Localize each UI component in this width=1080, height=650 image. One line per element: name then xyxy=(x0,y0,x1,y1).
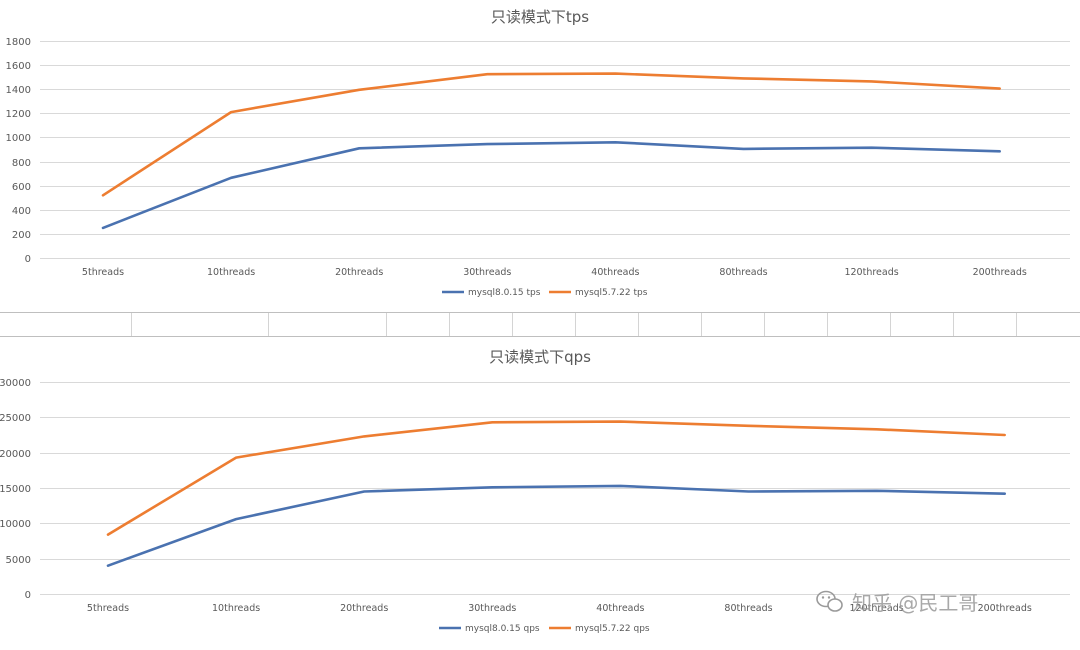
x-tick-label: 120threads xyxy=(849,603,903,614)
y-tick-label: 1800 xyxy=(6,37,31,48)
y-tick-label: 25000 xyxy=(0,413,31,424)
x-tick-label: 80threads xyxy=(724,603,772,614)
x-tick-label: 200threads xyxy=(973,267,1027,278)
series-line-mysql8 xyxy=(101,141,1002,230)
x-tick-label: 20threads xyxy=(340,603,388,614)
series-line-mysql57 xyxy=(101,72,1002,197)
series-line-mysql8 xyxy=(106,484,1007,568)
y-tick-label: 5000 xyxy=(6,555,31,566)
legend-label: mysql8.0.15 qps xyxy=(465,624,540,634)
legend-label: mysql8.0.15 tps xyxy=(468,288,541,298)
x-tick-label: 5threads xyxy=(82,267,124,278)
y-tick-label: 1400 xyxy=(6,85,31,96)
tps-chart: 只读模式下tps 0 200 400 600 800 1000 1200 1400 1600 180… xyxy=(6,8,1070,298)
x-tick-label: 40threads xyxy=(591,267,639,278)
y-tick-label: 30000 xyxy=(0,378,31,389)
y-tick-label: 15000 xyxy=(0,484,31,495)
x-tick-label: 5threads xyxy=(87,603,129,614)
series-line-mysql57 xyxy=(106,420,1007,536)
y-tick-label: 1200 xyxy=(6,109,31,120)
y-tick-label: 1000 xyxy=(6,133,31,144)
x-tick-label: 10threads xyxy=(207,267,255,278)
y-tick-label: 20000 xyxy=(0,449,31,460)
y-tick-label: 600 xyxy=(12,182,31,193)
y-tick-label: 1600 xyxy=(6,61,31,72)
chart-title: 只读模式下qps xyxy=(489,348,591,366)
x-tick-label: 80threads xyxy=(719,267,767,278)
legend-label: mysql5.7.22 tps xyxy=(575,288,648,298)
x-tick-label: 10threads xyxy=(212,603,260,614)
legend-label: mysql5.7.22 qps xyxy=(575,624,650,634)
y-tick-label: 10000 xyxy=(0,519,31,530)
y-tick-label: 200 xyxy=(12,230,31,241)
x-tick-label: 30threads xyxy=(468,603,516,614)
sheet-row xyxy=(0,312,1080,337)
watermark-text: 知乎 @民工哥 xyxy=(852,591,978,615)
chart-title: 只读模式下tps xyxy=(491,8,589,26)
x-tick-label: 40threads xyxy=(596,603,644,614)
watermark: 知乎 @民工哥 xyxy=(816,590,978,615)
x-tick-label: 120threads xyxy=(844,267,898,278)
y-tick-label: 400 xyxy=(12,206,31,217)
y-tick-label: 0 xyxy=(25,254,31,265)
x-tick-label: 30threads xyxy=(463,267,511,278)
x-tick-label: 200threads xyxy=(978,603,1032,614)
y-tick-label: 800 xyxy=(12,158,31,169)
wechat-icon xyxy=(816,590,843,612)
x-tick-label: 20threads xyxy=(335,267,383,278)
y-tick-label: 0 xyxy=(25,590,31,601)
qps-chart: 只读模式下qps 0 5000 10000 15000 20000 25000 30000 5t… xyxy=(0,348,1070,634)
